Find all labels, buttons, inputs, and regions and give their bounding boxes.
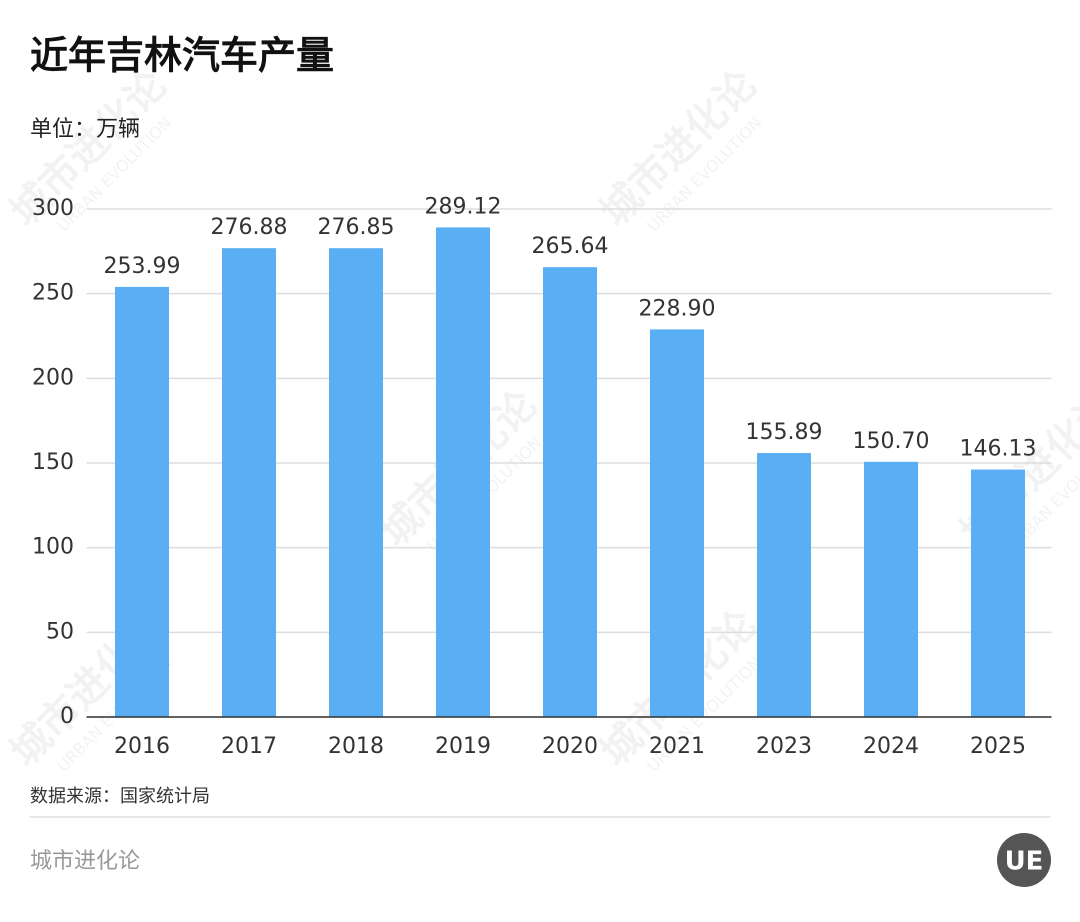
y-tick-label: 250 bbox=[32, 281, 74, 306]
value-label: 276.85 bbox=[318, 215, 395, 240]
value-label: 289.12 bbox=[425, 194, 502, 219]
x-tick-label: 2024 bbox=[863, 734, 919, 759]
bar bbox=[115, 286, 169, 717]
value-label: 253.99 bbox=[104, 254, 181, 279]
bar bbox=[864, 461, 918, 717]
bar bbox=[436, 227, 490, 717]
x-tick-label: 2020 bbox=[542, 734, 598, 759]
footer: 城市进化论 bbox=[30, 849, 140, 874]
bar bbox=[329, 248, 383, 717]
source: 数据来源：国家统计局 bbox=[30, 786, 210, 807]
x-tick-label: 2016 bbox=[114, 734, 170, 759]
y-tick-label: 200 bbox=[32, 365, 74, 390]
x-tick-label: 2021 bbox=[649, 734, 705, 759]
chart-title: 近年吉林汽车产量 bbox=[30, 34, 334, 78]
y-tick-label: 150 bbox=[32, 450, 74, 475]
x-tick-label: 2025 bbox=[970, 734, 1026, 759]
y-tick-label: 0 bbox=[60, 704, 74, 729]
x-tick-label: 2023 bbox=[756, 734, 812, 759]
bar bbox=[222, 248, 276, 717]
value-label: 150.70 bbox=[853, 429, 930, 454]
value-label: 276.88 bbox=[211, 215, 288, 240]
value-label: 228.90 bbox=[639, 296, 716, 321]
plot: 0 50 100 150 200 250 300 2016 253.99 2017 276.88 20… bbox=[32, 194, 1052, 759]
x-tick-label: 2017 bbox=[221, 734, 277, 759]
bar bbox=[650, 329, 704, 717]
x-tick-label: 2019 bbox=[435, 734, 491, 759]
bar bbox=[543, 267, 597, 717]
logo-circle bbox=[997, 833, 1051, 887]
value-label: 146.13 bbox=[960, 437, 1037, 462]
unit-label: 单位：万辆 bbox=[30, 117, 140, 142]
x-tick-label: 2018 bbox=[328, 734, 384, 759]
y-tick-label: 100 bbox=[32, 535, 74, 560]
bar bbox=[757, 453, 811, 717]
bar bbox=[971, 469, 1025, 717]
y-tick-label: 300 bbox=[32, 196, 74, 221]
logo-text: UE bbox=[1005, 847, 1044, 877]
y-tick-label: 50 bbox=[46, 619, 74, 644]
value-label: 155.89 bbox=[746, 420, 823, 445]
value-label: 265.64 bbox=[532, 234, 609, 259]
